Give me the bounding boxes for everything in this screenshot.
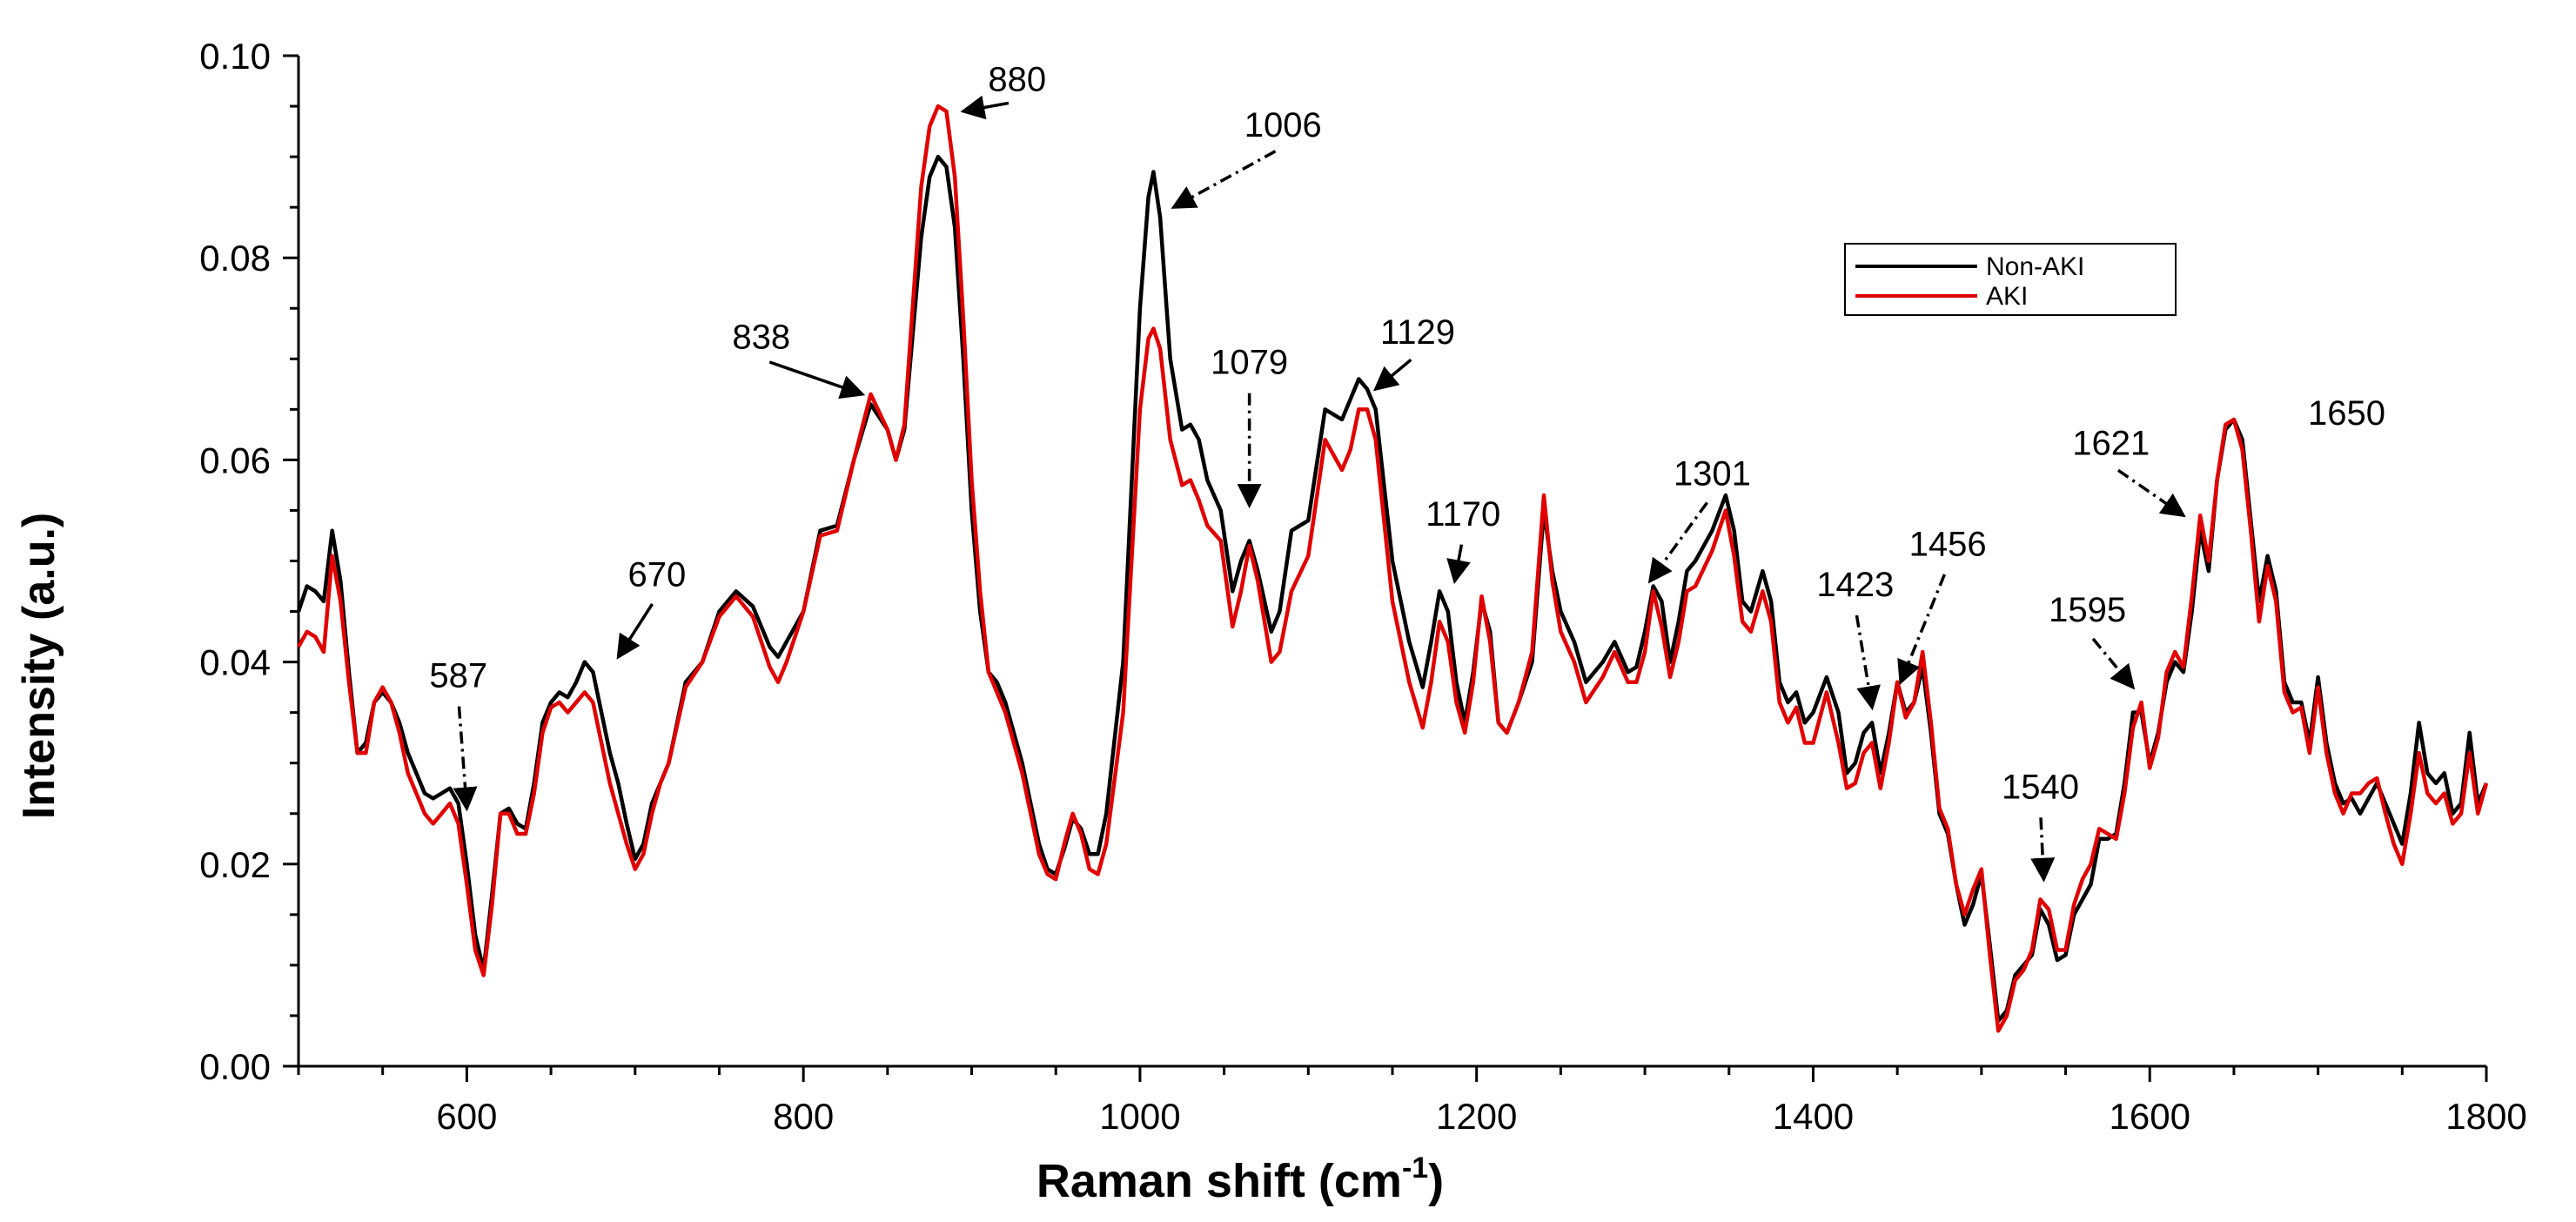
x-tick-label: 1600 [2110, 1096, 2190, 1137]
peak-arrow-1129 [1372, 358, 1412, 392]
peak-arrow-880 [960, 95, 1010, 120]
peak-arrow-1456 [1897, 574, 1947, 686]
series-layer [296, 104, 2489, 1033]
peak-label-1621: 1621 [2072, 425, 2150, 463]
series-line-aki [297, 104, 2489, 1033]
legend-label: Non-AKI [1986, 252, 2084, 281]
x-axis-title-close: ) [1428, 1155, 1444, 1207]
annotations-layer: 587 670 838 880 1006 1079 1129 1170 1301 1423 1456… [429, 61, 2385, 883]
peak-label-838: 838 [732, 319, 790, 357]
peak-label-1540: 1540 [2002, 768, 2079, 806]
x-axis-title-superscript: -1 [1402, 1152, 1428, 1185]
x-axis-title: Raman shift (cm-1) [1036, 1152, 1444, 1207]
x-tick-label: 800 [773, 1096, 834, 1137]
peak-arrow-1540 [2030, 817, 2056, 883]
peak-label-1079: 1079 [1211, 344, 1288, 382]
peak-arrow-1595 [2091, 637, 2136, 690]
peak-label-1456: 1456 [1909, 526, 1987, 564]
peak-label-1650: 1650 [2308, 394, 2385, 433]
peak-arrow-1301 [1647, 501, 1708, 584]
peak-label-1423: 1423 [1816, 566, 1894, 604]
peak-arrow-670 [616, 602, 654, 660]
peak-arrow-587 [453, 706, 478, 812]
y-tick-label: 0.04 [199, 642, 271, 683]
peak-arrow-1423 [1855, 614, 1881, 711]
peak-label-1129: 1129 [1380, 313, 1455, 352]
x-axis-title-main: Raman shift (cm [1036, 1155, 1402, 1207]
peak-label-1006: 1006 [1244, 106, 1322, 144]
y-tick-label: 0.08 [199, 238, 271, 279]
x-tick-label: 1200 [1436, 1096, 1517, 1137]
y-tick-label: 0.06 [199, 440, 271, 480]
peak-label-1595: 1595 [2049, 591, 2126, 629]
peak-arrow-1170 [1446, 544, 1471, 585]
y-axis-title: Intensity (a.u.) [14, 513, 64, 819]
peak-label-1301: 1301 [1674, 454, 1751, 493]
x-tick-label: 1800 [2445, 1096, 2526, 1137]
peak-label-880: 880 [988, 61, 1046, 99]
peak-label-670: 670 [628, 556, 687, 594]
x-tick-label: 1000 [1099, 1096, 1180, 1137]
legend-label: AKI [1986, 282, 2028, 311]
x-tick-label: 600 [436, 1096, 497, 1137]
x-tick-label: 1400 [1773, 1096, 1854, 1137]
axes-group: 600 800 1000 1200 1400 1600 1800 0.00 0.02 0.04 0.… [199, 36, 2526, 1137]
peak-label-1170: 1170 [1426, 495, 1500, 534]
peak-arrow-838 [768, 360, 866, 400]
peak-label-587: 587 [429, 657, 487, 695]
y-tick-label: 0.10 [199, 36, 271, 77]
peak-arrow-1006 [1171, 150, 1277, 209]
y-tick-label: 0.00 [199, 1046, 271, 1087]
legend-box [1844, 243, 2177, 316]
y-tick-label: 0.02 [199, 844, 271, 885]
